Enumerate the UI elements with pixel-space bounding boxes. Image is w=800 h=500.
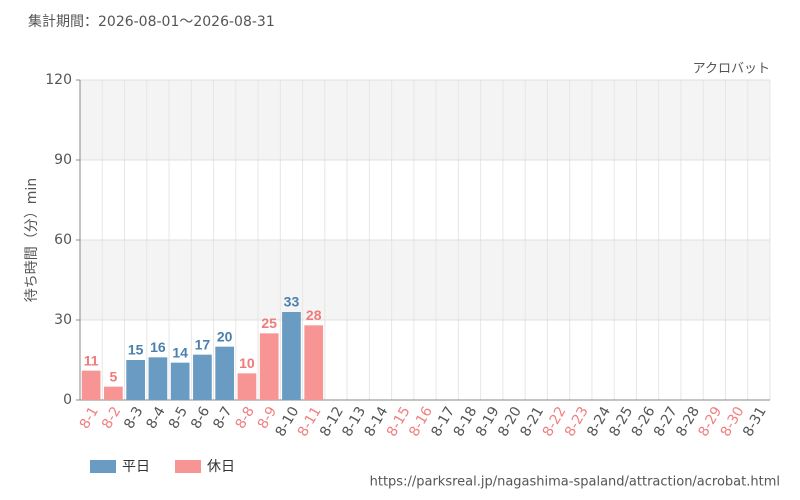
chart-subtitle: アクロバット — [693, 62, 770, 77]
x-tick-label: 8-3 — [121, 404, 146, 432]
y-axis-label: 待ち時間（分）min — [24, 178, 40, 302]
x-tick-label: 8-8 — [233, 404, 258, 432]
source: https://parksreal.jp/nagashima-spaland/a… — [370, 475, 780, 490]
bar — [282, 312, 301, 400]
value-label: 15 — [128, 342, 144, 358]
value-label: 17 — [195, 336, 211, 352]
y-tick-label: 60 — [54, 232, 72, 248]
y-tick-label: 120 — [45, 72, 72, 88]
value-label: 25 — [261, 315, 277, 331]
value-label: 20 — [217, 328, 233, 344]
bar — [126, 360, 145, 400]
x-tick-label: 8-6 — [188, 404, 213, 432]
bar — [81, 370, 101, 400]
bar — [193, 354, 212, 400]
chart-title: 集計期間：2026-08-01～2026-08-31 — [28, 13, 275, 30]
y-tick-label: 30 — [54, 312, 72, 328]
grid-band — [80, 80, 770, 160]
bar — [237, 373, 257, 400]
x-tick-label: 8-31 — [740, 404, 770, 440]
value-label: 5 — [109, 368, 117, 384]
bar — [259, 333, 279, 400]
bar — [215, 346, 235, 400]
legend-swatch — [175, 460, 201, 473]
legend-label: 平日 — [122, 459, 150, 475]
x-tick-label: 8-2 — [99, 404, 124, 432]
y-tick-label: 90 — [54, 152, 72, 168]
value-label: 10 — [239, 355, 255, 371]
value-label: 28 — [306, 307, 322, 323]
value-label: 16 — [150, 339, 166, 355]
value-label: 14 — [172, 344, 188, 360]
y-tick-label: 0 — [63, 392, 72, 408]
value-label: 11 — [84, 352, 99, 368]
bar — [304, 325, 324, 400]
x-tick-label: 8-1 — [77, 404, 102, 432]
legend-swatch — [90, 460, 116, 473]
value-label: 33 — [284, 294, 300, 310]
x-tick-label: 8-7 — [210, 404, 235, 432]
bar — [104, 386, 123, 400]
bar — [170, 362, 190, 400]
legend-label: 休日 — [207, 459, 235, 475]
bar — [148, 357, 168, 400]
x-tick-label: 8-4 — [144, 404, 169, 432]
x-tick-label: 8-5 — [166, 404, 191, 432]
grid-band — [80, 240, 770, 320]
